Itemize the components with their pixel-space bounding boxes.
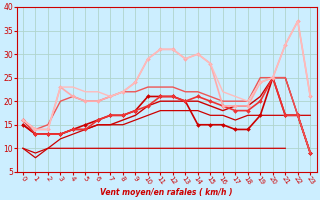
X-axis label: Vent moyen/en rafales ( km/h ): Vent moyen/en rafales ( km/h ) (100, 188, 233, 197)
